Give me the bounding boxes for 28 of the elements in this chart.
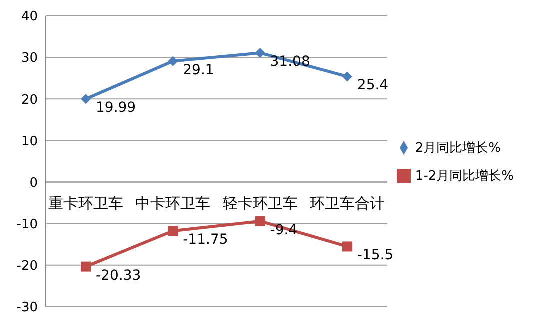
point: [168, 226, 178, 236]
y-tick-label: -30: [16, 300, 38, 316]
data-label: -15.5: [357, 248, 394, 264]
point: [342, 72, 352, 82]
point: [168, 56, 178, 66]
x-tick-label: 重卡环卫车: [48, 194, 124, 212]
y-tick-label: -20: [16, 259, 38, 274]
y-tick-label: 10: [21, 134, 38, 150]
point: [255, 48, 266, 58]
point: [342, 242, 352, 252]
point: [255, 216, 266, 226]
data-label: -20.33: [96, 268, 142, 284]
y-tick-label: 20: [21, 92, 38, 108]
data-label: 19.99: [96, 100, 136, 116]
data-label: 25.4: [357, 78, 389, 94]
point: [81, 262, 91, 272]
legend-label: 1-2月同比增长%: [415, 168, 514, 184]
y-tick-label: 40: [21, 10, 38, 25]
y-tick-label: -10: [16, 217, 38, 232]
y-tick-label: 0: [30, 176, 38, 191]
x-tick-label: 轻卡环卫车: [222, 194, 298, 212]
data-label: -11.75: [183, 232, 228, 248]
y-tick-label: 30: [21, 51, 38, 66]
legend-label: 2月同比增长%: [415, 140, 502, 156]
point: [81, 94, 91, 104]
x-tick-label: 环卫车合计: [310, 194, 385, 212]
data-label: 29.1: [183, 62, 214, 78]
x-tick-label: 中卡环卫车: [136, 194, 211, 212]
